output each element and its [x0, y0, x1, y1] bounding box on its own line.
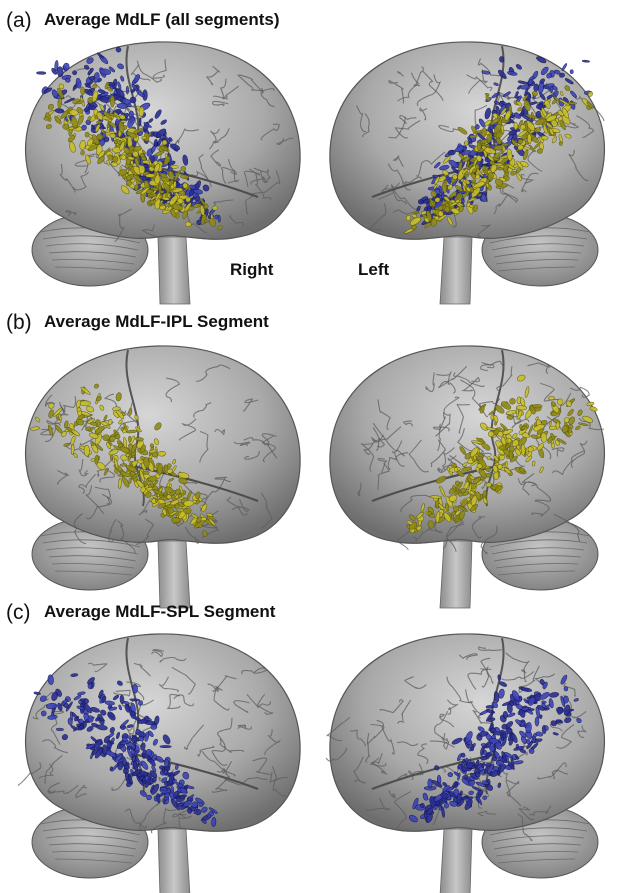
tract-fiber — [172, 517, 181, 523]
tract-fiber — [128, 436, 131, 442]
tract-fiber — [158, 451, 166, 456]
brain — [18, 634, 300, 893]
panel: (c) Average MdLF-SPL Segment — [6, 601, 276, 624]
tract-fiber — [570, 70, 574, 74]
tract-fiber — [121, 155, 127, 160]
tract-fiber — [564, 686, 568, 691]
annotation: Right — [230, 260, 274, 279]
tract-fiber — [184, 500, 194, 506]
tract-fiber — [501, 736, 504, 741]
tract-fiber — [528, 447, 534, 452]
tract-fiber — [488, 172, 494, 181]
tract-fiber — [126, 86, 129, 94]
tract-fiber — [142, 136, 147, 139]
brainstem — [440, 829, 472, 893]
tract-fiber — [487, 457, 491, 460]
brainstem — [158, 829, 190, 893]
brain — [326, 634, 604, 893]
tract-fiber — [71, 444, 74, 454]
tract-fiber — [486, 468, 491, 471]
brain — [330, 346, 605, 608]
tract-fiber — [80, 87, 84, 95]
brain — [26, 346, 301, 608]
tract-fiber — [44, 117, 49, 121]
tract-fiber — [420, 803, 424, 808]
tract-fiber — [548, 396, 554, 400]
tract-fiber — [514, 122, 518, 130]
tract-fiber — [561, 63, 567, 71]
brainstem — [440, 237, 472, 304]
annotation: Left — [358, 260, 390, 279]
tract-fiber — [139, 165, 145, 173]
panel-title: Average MdLF-SPL Segment — [44, 602, 276, 621]
tract-fiber — [146, 174, 156, 178]
tract-fiber — [179, 783, 183, 787]
tract-fiber — [532, 404, 542, 408]
tract-fiber — [485, 763, 491, 767]
tract-fiber — [520, 85, 530, 89]
tract-fiber — [135, 729, 140, 735]
tract-fiber — [46, 703, 57, 709]
panel-title: Average MdLF-IPL Segment — [44, 312, 269, 331]
tract-fiber — [80, 150, 85, 155]
panel-label: (a) — [6, 9, 32, 32]
tract-fiber — [204, 220, 209, 223]
tract-fiber — [527, 134, 532, 144]
tract-fiber — [541, 433, 547, 443]
tract-fiber — [503, 711, 508, 718]
tract-fiber — [442, 182, 447, 192]
panel-label: (c) — [6, 601, 31, 624]
cerebrum — [330, 346, 605, 543]
tract-fiber — [56, 728, 64, 731]
figure: (a) Average MdLF (all segments) Right Lef… — [0, 0, 629, 893]
tract-fiber — [139, 118, 141, 126]
tract-fiber — [152, 777, 157, 782]
tract-fiber — [163, 766, 165, 774]
panel-title: Average MdLF (all segments) — [44, 10, 280, 29]
tract-fiber — [497, 464, 503, 470]
tract-fiber — [84, 445, 90, 456]
tract-fiber — [36, 72, 45, 75]
tract-fiber — [582, 60, 590, 63]
tract-fiber — [110, 96, 115, 108]
tract-fiber — [88, 716, 94, 723]
tract-fiber — [172, 165, 179, 169]
tract-fiber — [516, 405, 527, 410]
tract-fiber — [126, 104, 131, 107]
tract-fiber — [117, 103, 128, 109]
tract-fiber — [108, 419, 112, 425]
tract-fiber — [550, 86, 553, 92]
tract-fiber — [113, 156, 118, 162]
tract-fiber — [211, 817, 216, 827]
panel-label: (b) — [6, 311, 32, 334]
tract-fiber — [166, 505, 176, 508]
tract-fiber — [551, 443, 555, 448]
tract-fiber — [535, 717, 539, 726]
tract-fiber — [521, 444, 525, 455]
tract-fiber — [517, 397, 521, 404]
tract-fiber — [173, 181, 176, 188]
tract-fiber — [480, 756, 487, 760]
tract-fiber — [167, 469, 173, 474]
tract-fiber — [120, 464, 127, 467]
tract-fiber — [160, 745, 172, 747]
tract-fiber — [72, 70, 77, 75]
panel: (b) Average MdLF-IPL Segment — [6, 311, 269, 334]
brainstem — [158, 541, 190, 608]
tract-fiber — [494, 163, 502, 166]
tract-fiber — [218, 215, 221, 222]
tract-fiber — [428, 779, 433, 789]
cerebrum — [330, 42, 605, 239]
tract-fiber — [110, 133, 116, 138]
tract-fiber — [96, 121, 102, 124]
tract-fiber — [464, 141, 468, 146]
brainstem — [158, 237, 190, 304]
tract-fiber — [132, 684, 138, 693]
